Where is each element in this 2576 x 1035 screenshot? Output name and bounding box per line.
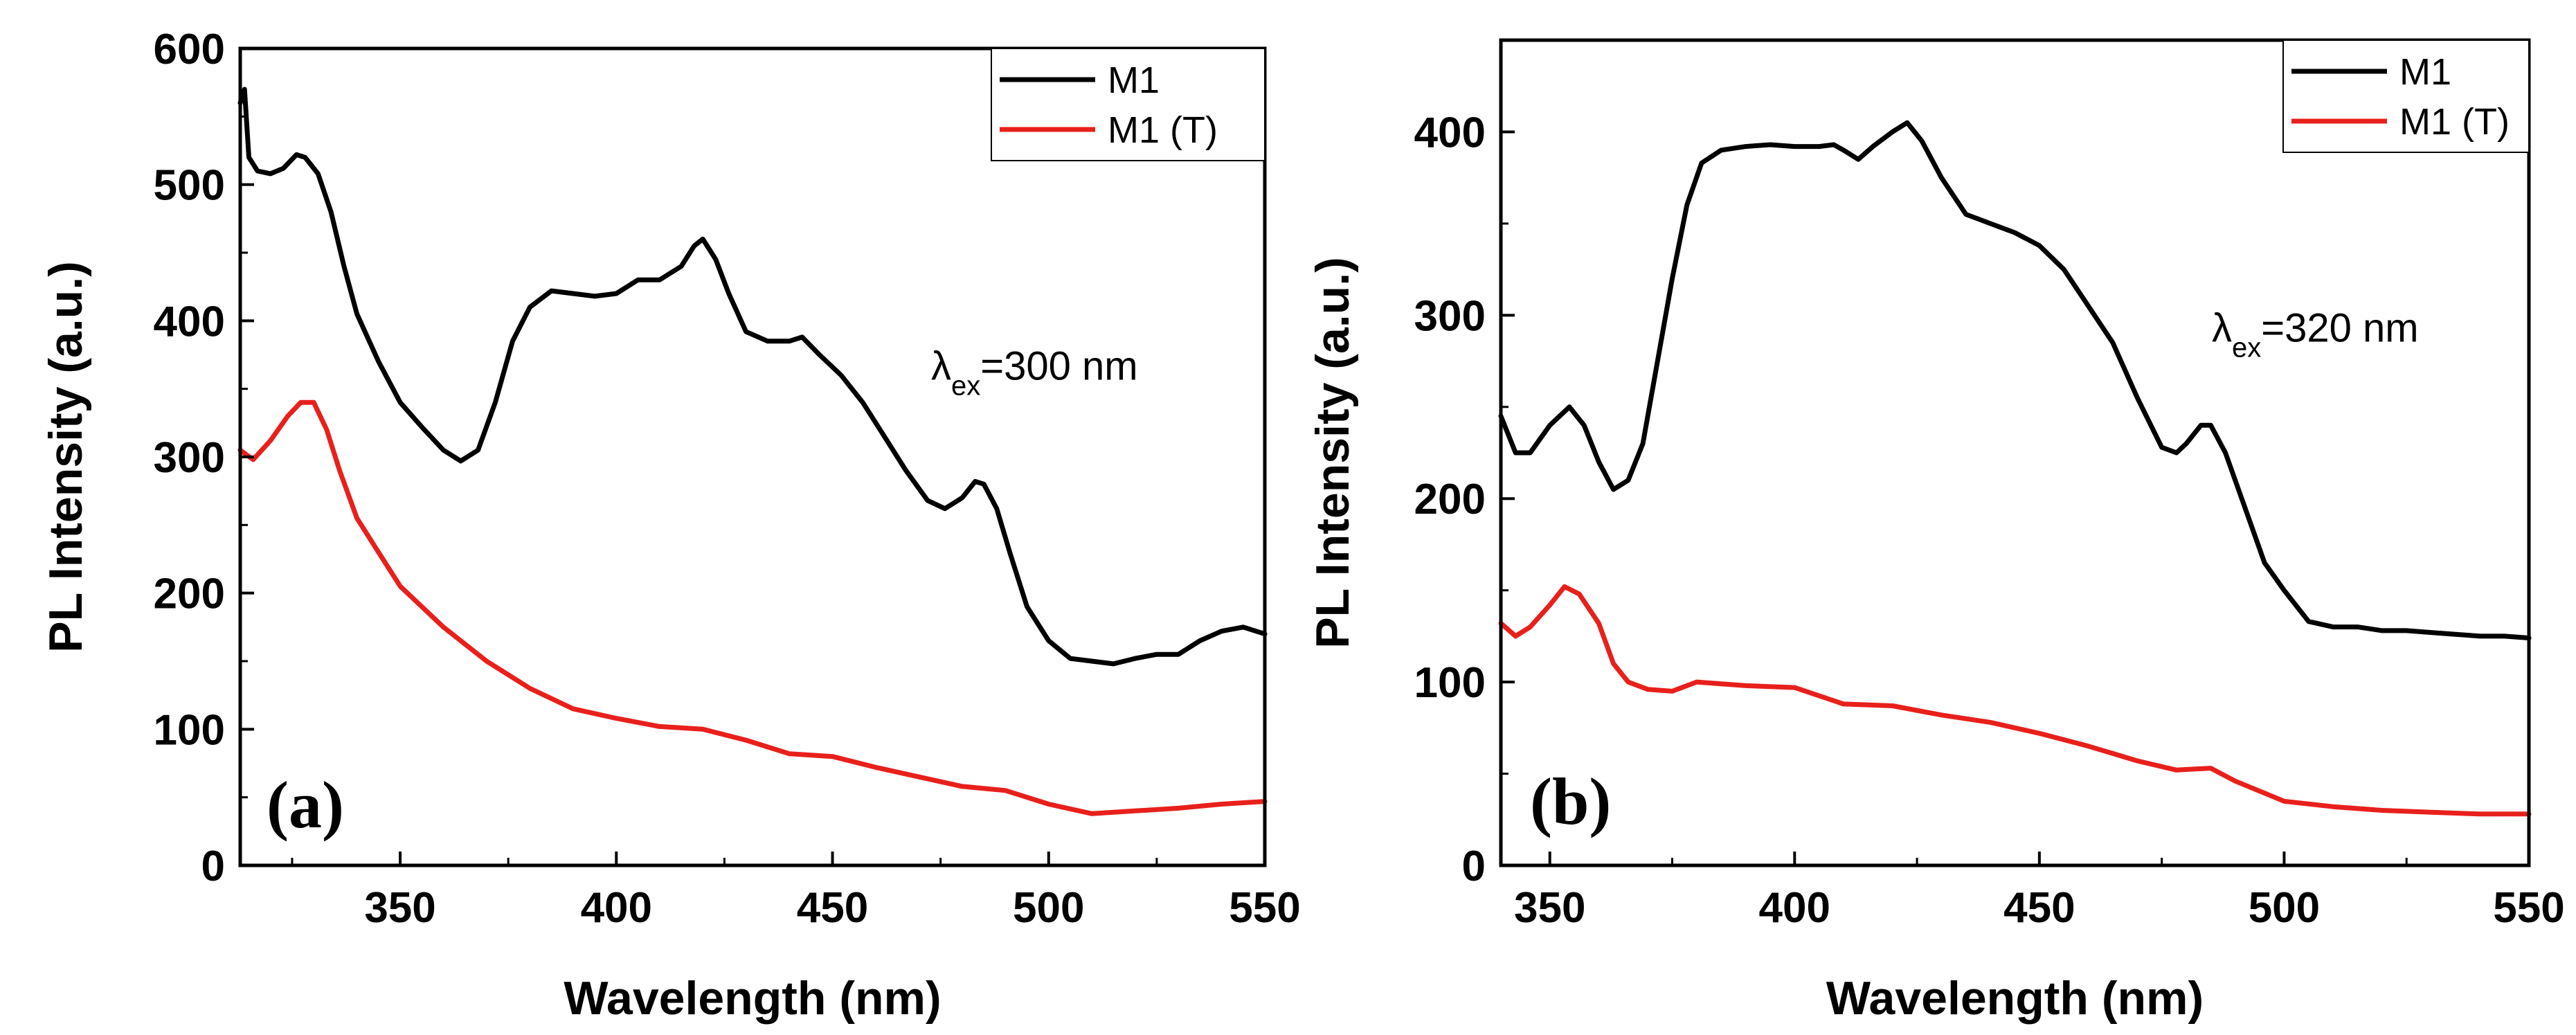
- x-tick-label: 350: [1514, 884, 1585, 932]
- panel-a: 350 400 450 500 550 0 100 200 300 400 500 600 Wavel…: [39, 26, 1301, 1025]
- excitation-annotation: λex=300 nm: [931, 343, 1138, 401]
- legend-box: [991, 48, 1266, 161]
- y-tick-label: 400: [154, 298, 225, 345]
- lambda-symbol: λ: [2212, 305, 2232, 350]
- x-axis-title: Wavelength (nm): [1826, 972, 2204, 1025]
- series-layer: [1498, 120, 2532, 817]
- plot-frame: [1499, 38, 2531, 867]
- tick-layer: 350 400 450 500 550 0 100 200 300 400 500 600: [154, 26, 1301, 932]
- panel-label: (b): [1530, 764, 1611, 838]
- y-tick-label: 0: [1462, 843, 1486, 890]
- x-tick-label: 450: [797, 884, 868, 932]
- y-tick-label: 200: [154, 570, 225, 618]
- excitation-annotation: λex=320 nm: [2212, 305, 2419, 363]
- legend-label-m1-t: M1 (T): [2399, 101, 2510, 143]
- y-tick-label: 100: [1414, 659, 1486, 707]
- x-tick-label: 400: [1759, 884, 1830, 932]
- series-line-m1-t: [1498, 584, 2532, 817]
- annotation-subscript: ex: [951, 370, 980, 401]
- annotation-subscript: ex: [2232, 332, 2261, 363]
- series-layer: [237, 87, 1268, 816]
- x-tick-label: 550: [1229, 884, 1300, 932]
- x-tick-label: 500: [1013, 884, 1084, 932]
- x-tick-label: 500: [2249, 884, 2320, 932]
- legend-label-m1: M1: [2399, 51, 2451, 93]
- series-line-m1: [237, 87, 1268, 667]
- y-tick-label: 200: [1414, 476, 1486, 523]
- y-tick-label: 300: [1414, 292, 1486, 340]
- legend: M1 M1 (T): [2282, 39, 2530, 153]
- y-tick-label: 0: [201, 843, 225, 890]
- x-tick-label: 400: [581, 884, 652, 932]
- x-tick-label: 350: [364, 884, 435, 932]
- legend: M1 M1 (T): [991, 48, 1266, 161]
- annotation-value: =320 nm: [2261, 305, 2418, 350]
- legend-label-m1-t: M1 (T): [1108, 109, 1218, 151]
- panel-b: 350 400 450 500 550 0 100 200 300 400 Wavelength …: [1306, 38, 2565, 1025]
- x-axis-title: Wavelength (nm): [564, 972, 941, 1025]
- series-line-m1: [1498, 120, 2532, 640]
- y-tick-label: 600: [154, 26, 225, 73]
- series-line-m1-t: [237, 399, 1268, 816]
- x-tick-label: 450: [2003, 884, 2075, 932]
- x-tick-label: 550: [2493, 884, 2564, 932]
- y-axis-title: PL Intensity (a.u.): [1306, 257, 1359, 648]
- y-tick-label: 400: [1414, 109, 1486, 156]
- panel-label: (a): [267, 768, 344, 842]
- lambda-symbol: λ: [931, 343, 951, 388]
- tick-layer: 350 400 450 500 550 0 100 200 300 400: [1414, 109, 2565, 932]
- y-tick-label: 300: [154, 434, 225, 482]
- y-axis-title: PL Intensity (a.u.): [39, 261, 92, 652]
- annotation-value: =300 nm: [980, 343, 1137, 388]
- legend-label-m1: M1: [1108, 60, 1160, 101]
- legend-box: [2282, 39, 2530, 153]
- y-tick-label: 500: [154, 162, 225, 210]
- y-tick-label: 100: [154, 706, 225, 754]
